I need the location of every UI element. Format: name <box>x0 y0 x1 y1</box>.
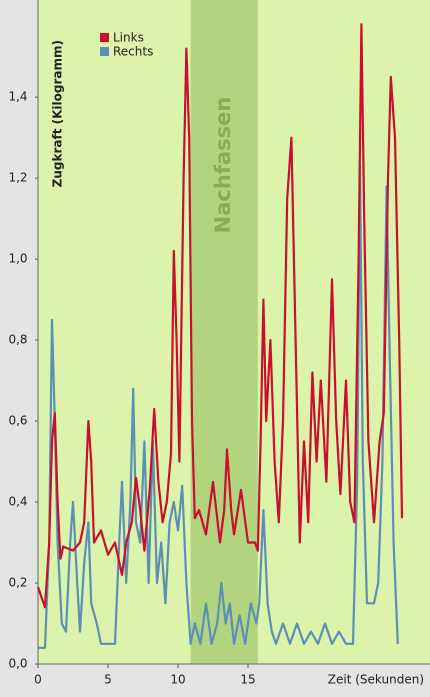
y-axis-title: Zugkraft (Kilogramm) <box>51 40 65 187</box>
y-tick-label: 1,0 <box>8 252 27 266</box>
band-label: Nachfassen <box>211 97 235 234</box>
series-line <box>36 23 404 609</box>
series-line <box>38 164 399 649</box>
legend-label: Links <box>113 31 144 45</box>
band <box>190 0 258 664</box>
y-tick-label: 1,4 <box>8 90 27 104</box>
x-axis-title: Zeit (Sekunden) <box>328 673 424 687</box>
legend-swatch <box>100 47 109 56</box>
y-tick-label: 0,6 <box>8 414 27 428</box>
y-tick-label: 0,2 <box>8 576 27 590</box>
x-tick-label: 10 <box>170 673 185 687</box>
y-tick-label: 0,0 <box>8 657 27 671</box>
x-tick-label: 5 <box>104 673 112 687</box>
legend-swatch <box>100 33 109 42</box>
y-tick-label: 1,2 <box>8 171 27 185</box>
y-tick-label: 0,4 <box>8 495 27 509</box>
y-tick-label: 0,8 <box>8 333 27 347</box>
legend-label: Rechts <box>113 45 153 59</box>
x-tick-label: 15 <box>240 673 255 687</box>
x-tick-label: 0 <box>34 673 42 687</box>
